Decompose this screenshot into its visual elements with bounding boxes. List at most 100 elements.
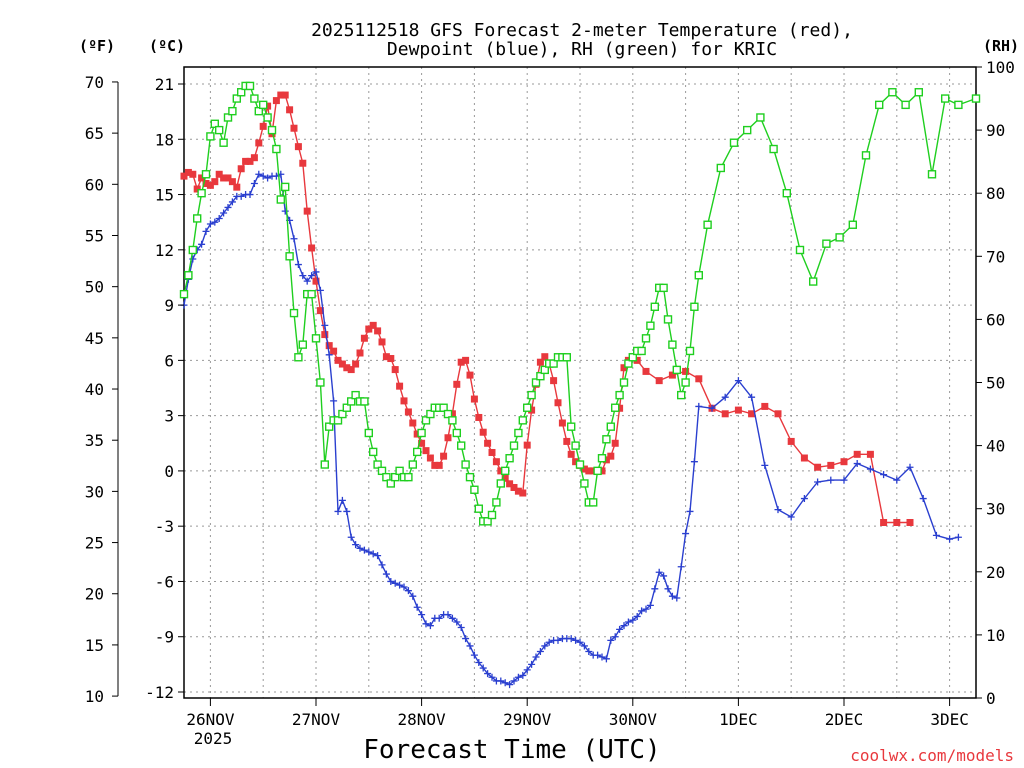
relative-humidity-point	[210, 119, 220, 128]
dewpoint-point	[470, 651, 478, 659]
dewpoint-point	[572, 636, 580, 644]
relative-humidity-point	[192, 214, 202, 223]
temperature-point	[484, 439, 492, 447]
temperature-point	[303, 207, 311, 215]
temperature-point	[259, 122, 267, 130]
relative-humidity-point	[536, 371, 545, 381]
celsius-tick-label: 12	[155, 241, 174, 260]
dewpoint-point	[906, 463, 914, 471]
fahrenheit-tick-label: 45	[85, 329, 104, 348]
dewpoint-point	[629, 616, 637, 624]
temperature-point	[853, 450, 861, 458]
relative-humidity-point	[421, 416, 431, 425]
temperature-point	[343, 364, 351, 372]
dewpoint-point	[567, 635, 575, 643]
rh-tick-label: 70	[986, 247, 1005, 266]
relative-humidity-point	[523, 403, 532, 412]
temperature-point	[510, 483, 518, 491]
temperature-point	[426, 454, 434, 462]
dewpoint-point	[387, 577, 395, 585]
temperature-point	[448, 410, 456, 418]
temperature-point	[277, 91, 285, 99]
temperature-point	[585, 467, 593, 475]
relative-humidity-point	[474, 504, 483, 513]
temperature-point	[220, 174, 228, 182]
x-tick-label: 1DEC	[719, 710, 758, 729]
relative-humidity-point	[646, 321, 655, 330]
dewpoint-point	[334, 507, 342, 515]
temperature-point	[215, 170, 223, 178]
relative-humidity-point	[527, 390, 536, 400]
relative-humidity-point	[404, 472, 413, 482]
relative-humidity-point	[219, 138, 228, 147]
temperature-point	[580, 465, 588, 473]
relative-humidity-point	[369, 447, 378, 457]
temperature-point	[193, 185, 201, 193]
dewpoint-point	[426, 622, 434, 630]
dewpoint-point	[198, 240, 206, 248]
dewpoint-point	[264, 174, 272, 182]
dewpoint-point	[325, 351, 333, 359]
relative-humidity-point	[509, 441, 519, 450]
dewpoint-point	[457, 624, 465, 632]
relative-humidity-point	[743, 125, 752, 135]
dewpoint-point	[453, 618, 461, 626]
temperature-point	[589, 467, 597, 475]
dewpoint-point	[418, 611, 426, 619]
temperature-point	[360, 334, 368, 342]
dewpoint-point	[580, 642, 588, 650]
temperature-point	[523, 441, 531, 449]
temperature-point	[396, 382, 404, 390]
relative-humidity-point	[395, 466, 404, 476]
temperature-point	[734, 406, 742, 414]
dewpoint-point	[343, 507, 351, 515]
temperature-point	[497, 467, 505, 475]
dewpoint-point	[611, 633, 619, 641]
temperature-point	[602, 456, 610, 464]
dewpoint-point	[708, 404, 716, 412]
dewpoint-point	[576, 638, 584, 646]
dewpoint-point	[734, 377, 742, 385]
temperature-point	[642, 367, 650, 375]
fahrenheit-tick-label: 70	[85, 73, 104, 92]
dewpoint-point	[624, 618, 632, 626]
x-tick-label: 3DEC	[930, 710, 969, 729]
dewpoint-point	[422, 620, 430, 628]
dewpoint-point	[528, 660, 536, 668]
temperature-point	[369, 321, 377, 329]
relative-humidity-point	[927, 170, 937, 179]
relative-humidity-point	[439, 403, 448, 412]
dewpoint-point	[668, 592, 676, 600]
relative-humidity-point	[954, 100, 963, 110]
dewpoint-point	[585, 647, 593, 655]
relative-humidity-point	[769, 144, 778, 154]
temperature-point	[906, 518, 914, 526]
x-tick-label: 27NOV	[292, 710, 341, 729]
temperature-point	[611, 439, 619, 447]
temperature-point	[286, 106, 294, 114]
rh-tick-label: 30	[986, 500, 1005, 519]
axes: 10 15 20 25 30 35 40 45 50 55 60 65 70 -12 -9 -6 -3 0 3 6 9 1…	[85, 58, 1015, 729]
dewpoint-point	[893, 476, 901, 484]
temperature-point	[682, 367, 690, 375]
dewpoint-point	[620, 622, 628, 630]
temperature-point	[338, 360, 346, 368]
celsius-tick-label: 0	[164, 462, 174, 481]
temperature-point	[880, 518, 888, 526]
temperature-point	[550, 377, 558, 385]
relative-humidity-point	[307, 289, 316, 299]
dewpoint-point	[330, 397, 338, 405]
relative-humidity-point	[391, 472, 400, 482]
dewpoint-point	[519, 671, 527, 679]
rh-tick-label: 80	[986, 184, 1005, 203]
dewpoint-point	[316, 286, 324, 294]
relative-humidity-point	[465, 472, 475, 482]
temperature-point	[290, 124, 298, 132]
dewpoint-point	[642, 605, 650, 613]
temperature-point	[431, 461, 439, 469]
temperature-point	[440, 452, 448, 460]
temperature-point	[312, 277, 320, 285]
relative-humidity-point	[377, 466, 387, 476]
credit-link[interactable]: coolwx.com/models	[850, 746, 1014, 765]
temperature-point	[607, 452, 615, 460]
